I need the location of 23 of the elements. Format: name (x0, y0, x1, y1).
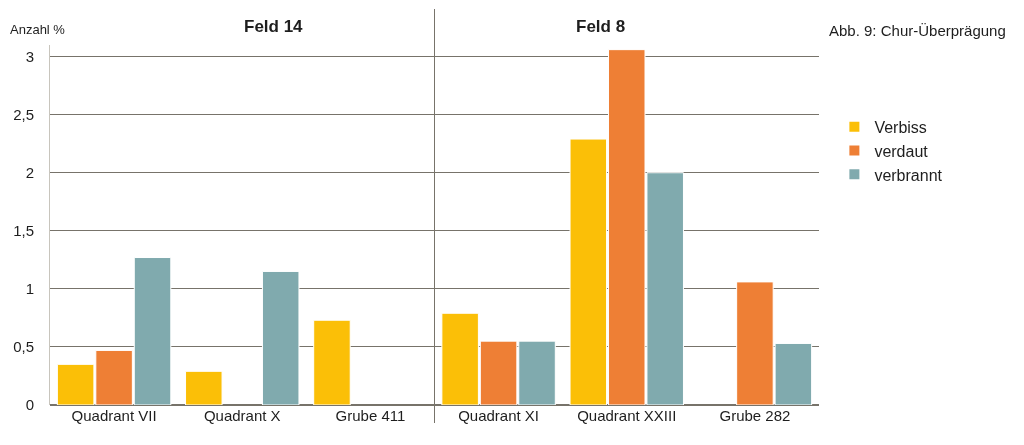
y-tick-label: 1 (25, 280, 34, 298)
bar (261, 270, 300, 405)
y-axis-title: Anzahl % (10, 22, 66, 37)
y-tick-label: 3 (25, 47, 34, 65)
bar (185, 370, 223, 405)
x-tick-label: Quadrant XI (458, 407, 540, 424)
text: Abb. 9: Chur-Überprägung (829, 22, 1006, 39)
x-tick-label: Quadrant XXIII (577, 407, 677, 424)
y-tick-label: 2 (25, 163, 34, 181)
y-tick-label: 0 (25, 396, 34, 414)
legend-label: Verbiss (874, 118, 927, 136)
y-tick-label: 1,5 (13, 222, 34, 240)
x-tick-label: Grube 282 (719, 407, 791, 424)
x-tick-label: Quadrant X (203, 407, 281, 424)
y-tick-label: 2,5 (13, 105, 34, 123)
text: Feld 8 (576, 17, 626, 36)
x-tick-label: Quadrant VII (71, 407, 157, 424)
x-tick-label: Grube 411 (335, 407, 406, 424)
text: Feld 14 (244, 17, 304, 36)
legend-label: verdaut (874, 142, 929, 160)
legend-label: verbrannt (874, 166, 943, 184)
bar (313, 319, 351, 405)
y-tick-label: 0,5 (13, 338, 34, 356)
